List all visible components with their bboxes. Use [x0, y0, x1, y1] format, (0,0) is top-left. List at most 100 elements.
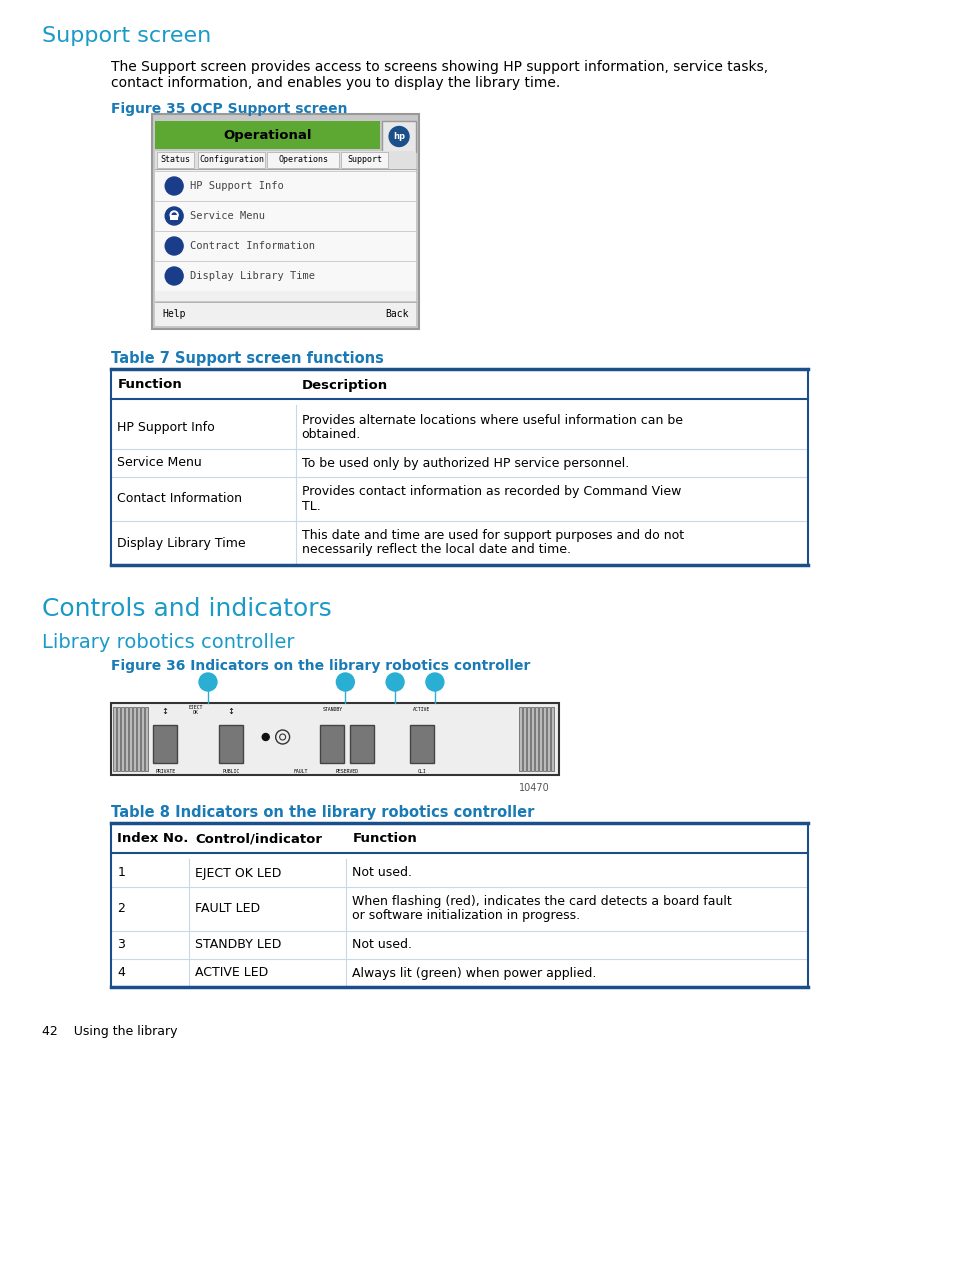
FancyBboxPatch shape — [267, 153, 339, 168]
FancyBboxPatch shape — [523, 707, 525, 771]
FancyBboxPatch shape — [113, 707, 116, 771]
Text: Help: Help — [162, 309, 186, 319]
Text: To be used only by authorized HP service personnel.: To be used only by authorized HP service… — [301, 456, 628, 469]
Circle shape — [389, 127, 409, 146]
Text: Index No.: Index No. — [117, 833, 189, 845]
Text: Figure 36 Indicators on the library robotics controller: Figure 36 Indicators on the library robo… — [112, 658, 530, 674]
Text: PRIVATE: PRIVATE — [155, 769, 175, 774]
Text: OK: OK — [193, 710, 199, 716]
Text: RESERVED: RESERVED — [335, 769, 358, 774]
Text: 4: 4 — [432, 677, 437, 686]
FancyBboxPatch shape — [535, 707, 537, 771]
FancyBboxPatch shape — [410, 724, 434, 763]
Circle shape — [165, 236, 183, 255]
Text: Operational: Operational — [223, 128, 312, 141]
Text: ACTIVE: ACTIVE — [413, 707, 430, 712]
Text: Table 7 Support screen functions: Table 7 Support screen functions — [112, 351, 384, 366]
Text: hp: hp — [393, 132, 405, 141]
Text: Display Library Time: Display Library Time — [117, 536, 246, 549]
Text: This date and time are used for support purposes and do not: This date and time are used for support … — [301, 530, 683, 543]
FancyBboxPatch shape — [141, 707, 144, 771]
Circle shape — [172, 214, 176, 217]
Circle shape — [425, 674, 443, 691]
Text: ↕: ↕ — [227, 707, 234, 716]
FancyBboxPatch shape — [130, 707, 132, 771]
FancyBboxPatch shape — [198, 153, 264, 168]
FancyBboxPatch shape — [155, 153, 416, 301]
Circle shape — [165, 267, 183, 285]
Text: Configuration: Configuration — [198, 155, 264, 164]
Text: EJECT OK LED: EJECT OK LED — [194, 867, 281, 880]
FancyBboxPatch shape — [155, 201, 416, 231]
Circle shape — [262, 733, 269, 741]
Text: FAULT: FAULT — [294, 769, 308, 774]
FancyBboxPatch shape — [382, 121, 416, 153]
Text: Not used.: Not used. — [352, 938, 412, 952]
Text: 42    Using the library: 42 Using the library — [42, 1024, 177, 1038]
Circle shape — [170, 211, 178, 219]
Text: 4: 4 — [117, 966, 125, 980]
Text: 2: 2 — [117, 902, 125, 915]
FancyBboxPatch shape — [170, 215, 178, 220]
Text: Library robotics controller: Library robotics controller — [42, 633, 294, 652]
FancyBboxPatch shape — [155, 302, 416, 325]
Text: Contract Information: Contract Information — [190, 241, 314, 250]
FancyBboxPatch shape — [350, 724, 374, 763]
Text: 10470: 10470 — [518, 783, 549, 793]
Circle shape — [165, 207, 183, 225]
FancyBboxPatch shape — [531, 707, 534, 771]
Text: Support: Support — [347, 155, 382, 164]
FancyBboxPatch shape — [153, 724, 177, 763]
FancyBboxPatch shape — [538, 707, 541, 771]
Text: Support screen: Support screen — [42, 25, 211, 46]
Circle shape — [336, 674, 354, 691]
FancyBboxPatch shape — [155, 151, 416, 169]
FancyBboxPatch shape — [527, 707, 529, 771]
FancyBboxPatch shape — [519, 707, 521, 771]
FancyBboxPatch shape — [155, 121, 379, 149]
Text: Controls and indicators: Controls and indicators — [42, 597, 332, 622]
FancyBboxPatch shape — [341, 153, 388, 168]
FancyBboxPatch shape — [547, 707, 549, 771]
Text: Function: Function — [352, 833, 416, 845]
Text: Description: Description — [301, 379, 387, 391]
Text: Service Menu: Service Menu — [117, 456, 202, 469]
Text: Table 8 Indicators on the library robotics controller: Table 8 Indicators on the library roboti… — [112, 805, 535, 820]
FancyBboxPatch shape — [112, 703, 558, 775]
Text: EJECT: EJECT — [189, 705, 203, 710]
FancyBboxPatch shape — [117, 707, 120, 771]
Circle shape — [199, 674, 216, 691]
Text: Operations: Operations — [277, 155, 328, 164]
Text: necessarily reflect the local date and time.: necessarily reflect the local date and t… — [301, 544, 570, 557]
Text: CLI: CLI — [417, 769, 426, 774]
Circle shape — [165, 177, 183, 194]
Text: The Support screen provides access to screens showing HP support information, se: The Support screen provides access to sc… — [112, 60, 768, 74]
Text: Provides contact information as recorded by Command View: Provides contact information as recorded… — [301, 486, 680, 498]
Text: Display Library Time: Display Library Time — [190, 271, 314, 281]
Text: HP Support Info: HP Support Info — [190, 180, 284, 191]
Text: HP Support Info: HP Support Info — [117, 421, 215, 433]
Text: TL.: TL. — [301, 500, 320, 512]
Text: Status: Status — [160, 155, 191, 164]
FancyBboxPatch shape — [543, 707, 545, 771]
FancyBboxPatch shape — [155, 261, 416, 291]
FancyBboxPatch shape — [133, 707, 135, 771]
Text: or software initialization in progress.: or software initialization in progress. — [352, 910, 579, 923]
Text: 1: 1 — [117, 867, 125, 880]
FancyBboxPatch shape — [219, 724, 243, 763]
FancyBboxPatch shape — [320, 724, 344, 763]
Text: Function: Function — [117, 379, 182, 391]
FancyBboxPatch shape — [145, 707, 148, 771]
Text: PUBLIC: PUBLIC — [222, 769, 239, 774]
Text: ↕: ↕ — [162, 707, 169, 716]
Text: contact information, and enables you to display the library time.: contact information, and enables you to … — [112, 76, 560, 90]
FancyBboxPatch shape — [551, 707, 554, 771]
Text: Control/indicator: Control/indicator — [194, 833, 322, 845]
Text: When flashing (red), indicates the card detects a board fault: When flashing (red), indicates the card … — [352, 896, 731, 909]
Text: ACTIVE LED: ACTIVE LED — [194, 966, 268, 980]
Text: Service Menu: Service Menu — [190, 211, 265, 221]
FancyBboxPatch shape — [125, 707, 128, 771]
FancyBboxPatch shape — [152, 114, 418, 329]
FancyBboxPatch shape — [155, 231, 416, 261]
Text: obtained.: obtained. — [301, 427, 360, 441]
